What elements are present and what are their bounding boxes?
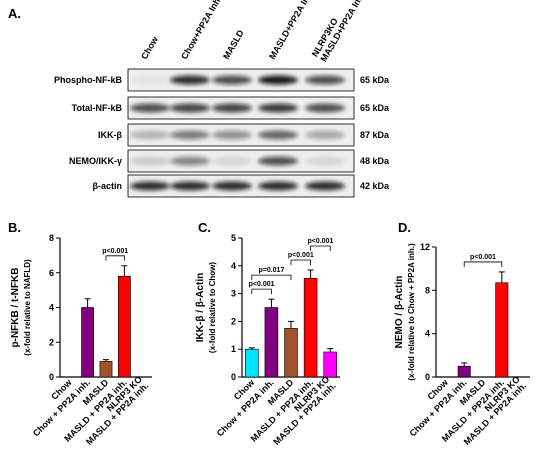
panel-label: B. (8, 220, 21, 235)
y-tick-label: 4 (231, 261, 236, 271)
blot-band (170, 75, 210, 85)
y-axis-label: (x-fold relative to NAFLD) (23, 259, 32, 356)
significance-label: p<0.001 (470, 254, 496, 261)
y-tick-label: 3 (231, 289, 236, 299)
size-label: 42 kDa (360, 181, 390, 191)
bar (495, 282, 509, 378)
significance-label: p<0.001 (249, 281, 275, 288)
significance-label: p<0.001 (102, 248, 128, 255)
blot-band (212, 75, 252, 85)
y-tick-label: 8 (49, 233, 54, 243)
blot-band (130, 130, 170, 140)
panel-label: C. (198, 220, 211, 235)
significance-label: p=0.017 (258, 267, 284, 274)
blot-band (170, 103, 210, 113)
bar (81, 307, 94, 378)
significance-bracket (251, 288, 272, 295)
lane-label: MASLD+PP2A Inh. (267, 0, 315, 61)
y-tick-label: 0 (425, 372, 430, 382)
blot-band (305, 130, 345, 140)
y-tick-label: 5 (231, 233, 236, 243)
y-tick-label: 6 (49, 268, 54, 278)
significance-bracket (310, 245, 331, 251)
y-axis-label: (x-fold relative to Chow) (208, 262, 217, 353)
y-axis-label: NEMO / β-Actin (394, 276, 405, 349)
bar (264, 307, 279, 378)
blot-band (212, 181, 252, 191)
blot-band (305, 181, 345, 191)
blot-band (305, 103, 345, 113)
y-tick-label: 2 (231, 316, 236, 326)
protein-label: Phospho-NF-kB (54, 75, 122, 85)
bar (323, 351, 337, 378)
protein-label: Total-NF-kB (72, 103, 123, 113)
y-axis-label: p-NFKB / t-NFKB (10, 268, 21, 348)
significance-bracket (105, 255, 125, 261)
blot-band (130, 75, 170, 85)
blot-band (170, 181, 210, 191)
blot-band (258, 75, 298, 85)
protein-label: β-actin (93, 181, 123, 191)
blot-band (212, 130, 252, 140)
y-axis-label: (x-fold relative to Chow + PP2A inh.) (407, 243, 416, 381)
blot-band (130, 103, 170, 113)
blot-band (212, 103, 252, 113)
blot-band (305, 156, 345, 166)
y-tick-label: 12 (420, 242, 430, 252)
y-tick-label: 0 (49, 372, 54, 382)
y-tick-label: 4 (49, 303, 54, 313)
bar (245, 348, 259, 378)
protein-label: NEMO/IKK-γ (69, 156, 122, 166)
size-label: 48 kDa (360, 156, 390, 166)
protein-label: IKK-β (98, 130, 122, 140)
panel-label: A. (8, 6, 21, 21)
y-tick-label: 8 (425, 285, 430, 295)
blot-band (130, 181, 170, 191)
bar (118, 275, 131, 378)
y-axis-label: IKK-β / β-Actin (195, 273, 206, 342)
significance-bracket (290, 259, 311, 265)
significance-bracket (251, 274, 292, 281)
y-tick-label: 0 (231, 372, 236, 382)
panel-label: D. (398, 220, 411, 235)
y-tick-label: 4 (425, 329, 430, 339)
y-tick-label: 1 (231, 344, 236, 354)
blot-band (305, 75, 345, 85)
bar (99, 361, 113, 378)
lane-label: Chow (139, 34, 160, 61)
blot-band (130, 156, 170, 166)
size-label: 65 kDa (360, 75, 390, 85)
significance-label: p<0.001 (288, 252, 314, 259)
significance-bracket (463, 261, 503, 267)
lane-label: MASLD (221, 28, 246, 61)
y-tick-label: 2 (49, 337, 54, 347)
blot-band (258, 156, 298, 166)
blot-band (170, 130, 210, 140)
size-label: 87 kDa (360, 130, 390, 140)
bar (303, 278, 318, 378)
lane-label: NLRP3KOMASLD+PP2A Inh. (310, 0, 367, 63)
blot-band (258, 181, 298, 191)
bar (457, 365, 471, 378)
size-label: 65 kDa (360, 103, 390, 113)
significance-label: p<0.001 (307, 238, 333, 245)
blot-band (258, 130, 298, 140)
bar (284, 328, 298, 378)
blot-band (258, 103, 298, 113)
blot-band (170, 156, 210, 166)
lane-label: Chow+PP2A Inh. (179, 0, 223, 61)
blot-band (212, 156, 252, 166)
